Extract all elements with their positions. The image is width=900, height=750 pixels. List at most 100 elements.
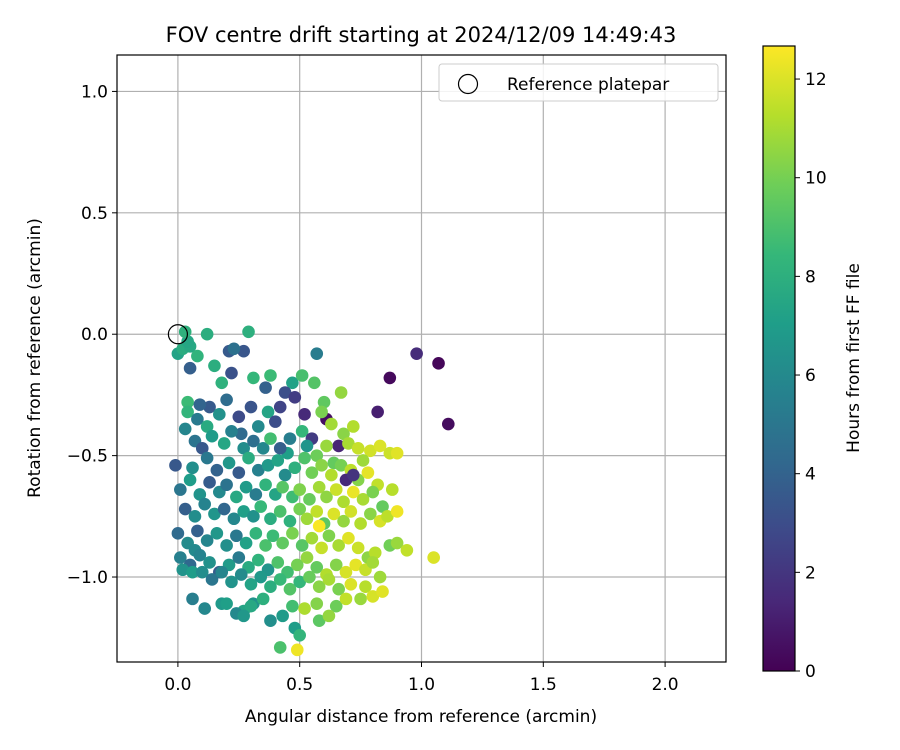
data-point <box>264 614 277 628</box>
data-point <box>254 570 268 584</box>
data-point <box>295 425 309 438</box>
data-point <box>264 580 277 594</box>
data-point <box>332 439 345 453</box>
data-point <box>227 512 241 526</box>
data-point <box>390 505 404 518</box>
data-point <box>251 553 265 567</box>
data-point <box>210 463 224 477</box>
data-point <box>178 325 192 339</box>
data-point <box>427 551 440 564</box>
data-point <box>232 466 246 479</box>
data-point <box>220 597 233 611</box>
data-point <box>400 544 414 557</box>
y-tick-label: 0.0 <box>81 325 108 345</box>
data-point <box>344 578 358 591</box>
data-point <box>303 570 316 584</box>
data-point <box>342 531 355 545</box>
data-point <box>237 505 250 518</box>
data-point <box>310 347 324 360</box>
data-point <box>178 502 192 516</box>
y-tick-label: 0.5 <box>81 204 108 224</box>
legend-label: Reference platepar <box>507 75 669 95</box>
data-point <box>215 376 229 390</box>
x-tick-label: 0.0 <box>164 675 191 695</box>
data-point <box>342 437 355 450</box>
colorbar-tick-label: 4 <box>805 465 816 485</box>
data-points <box>169 325 455 657</box>
x-tick-label: 1.5 <box>530 675 557 695</box>
data-point <box>359 580 372 594</box>
data-point <box>251 420 265 433</box>
data-point <box>244 578 258 591</box>
reference-marker-layer <box>167 324 188 345</box>
data-point <box>213 408 226 421</box>
data-point <box>410 347 423 360</box>
data-point <box>312 519 326 533</box>
data-point <box>332 582 345 596</box>
data-point <box>183 361 197 375</box>
data-point <box>303 493 316 506</box>
data-point <box>376 585 389 598</box>
data-point <box>217 502 231 516</box>
data-point <box>381 510 394 523</box>
data-point <box>305 531 319 545</box>
data-point <box>315 459 328 472</box>
data-point <box>339 565 353 579</box>
data-point <box>271 556 285 569</box>
data-point <box>298 602 311 615</box>
reference-platepar-marker <box>167 324 188 345</box>
data-point <box>361 466 375 479</box>
data-point <box>242 451 255 465</box>
data-point <box>171 527 185 540</box>
data-point <box>337 495 350 509</box>
data-point <box>325 417 338 431</box>
data-point <box>225 425 238 438</box>
data-point <box>247 434 260 448</box>
data-point <box>208 359 221 373</box>
data-point <box>237 344 250 358</box>
data-point <box>320 490 333 504</box>
data-point <box>278 386 292 399</box>
data-point <box>191 412 204 426</box>
data-point <box>195 565 209 579</box>
grid-lines <box>117 55 726 662</box>
data-point <box>174 483 187 496</box>
data-point <box>356 454 370 467</box>
data-point <box>298 451 311 465</box>
x-tick-label: 2.0 <box>652 675 679 695</box>
data-point <box>234 427 248 441</box>
legend-box <box>438 63 719 102</box>
data-point <box>244 400 258 414</box>
data-point <box>242 325 255 339</box>
data-point <box>276 480 289 494</box>
data-point <box>283 514 297 528</box>
legend: Reference platepar <box>438 63 719 102</box>
data-point <box>286 527 299 540</box>
data-point <box>325 468 338 482</box>
data-point <box>354 592 367 606</box>
data-point <box>329 599 343 613</box>
data-point <box>312 480 326 494</box>
data-point <box>186 565 199 579</box>
y-tick-label: −1.0 <box>67 568 108 588</box>
y-axis-label: Rotation from reference (arcmin) <box>25 218 45 498</box>
data-point <box>295 539 309 552</box>
data-point <box>256 592 270 606</box>
data-point <box>300 439 314 453</box>
data-point <box>198 497 211 511</box>
data-point <box>283 432 297 445</box>
data-point <box>293 502 307 516</box>
data-point <box>432 357 445 370</box>
data-point <box>261 405 275 419</box>
colorbar-tick-label: 2 <box>805 563 816 583</box>
colorbar: 0 2 4 6 8 10 12 Hours from first FF file <box>762 45 864 682</box>
data-point <box>181 335 194 348</box>
data-point <box>186 461 199 475</box>
data-point <box>305 466 319 479</box>
data-point <box>193 488 207 501</box>
data-point <box>310 561 324 574</box>
data-point <box>249 488 263 501</box>
data-point <box>288 461 302 475</box>
